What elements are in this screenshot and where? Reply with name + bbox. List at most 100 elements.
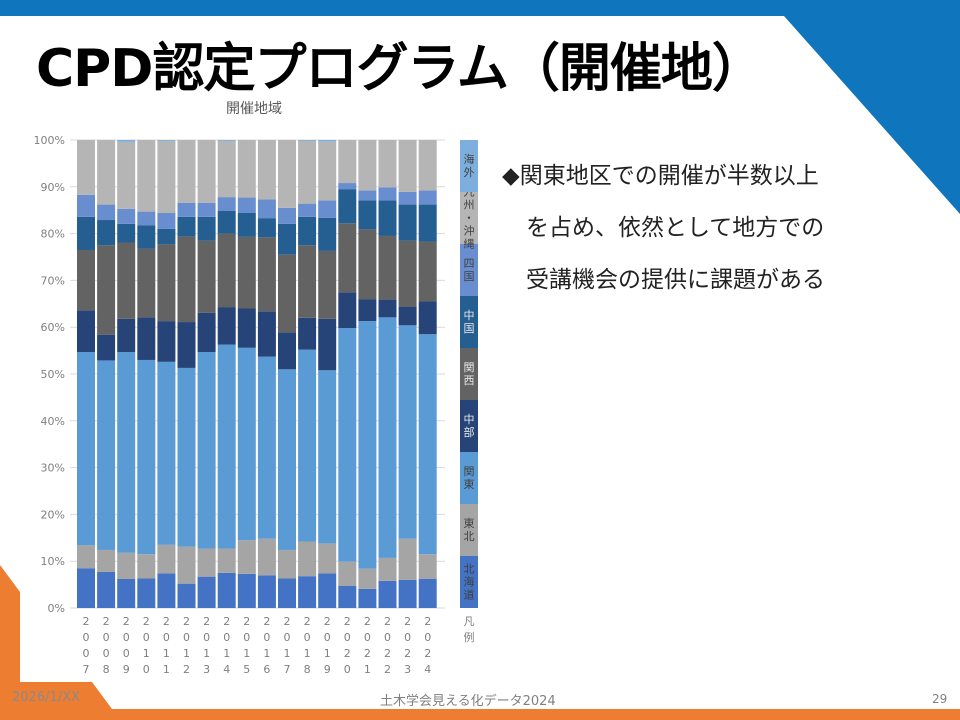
legend-swatch-関東 xyxy=(460,452,478,504)
bar-segment-2021-中部 xyxy=(358,299,377,322)
page-number: 29 xyxy=(932,692,948,706)
bar-segment-2023-四国 xyxy=(398,191,417,205)
bar-segment-2011-関東 xyxy=(157,361,176,545)
bar-segment-2021-北海道 xyxy=(358,588,377,608)
top-bar xyxy=(0,0,960,16)
bar-segment-2019-海外 xyxy=(318,140,337,142)
bar-segment-2011-中部 xyxy=(157,321,176,362)
bullet-line-2: を占め、依然として地方での xyxy=(526,215,825,241)
bar-segment-2008-九州・沖縄 xyxy=(97,140,116,205)
bar-segment-2017-関西 xyxy=(278,254,296,333)
bar-segment-2009-中部 xyxy=(117,318,136,353)
bar-segment-2024-東北 xyxy=(418,554,437,579)
top-right-triangle xyxy=(784,16,960,214)
bar-segment-2007-中国 xyxy=(77,216,95,250)
bar-segment-2010-中国 xyxy=(137,225,156,249)
bar-segment-2018-四国 xyxy=(298,203,317,217)
bar-segment-2008-北海道 xyxy=(97,571,116,608)
bar-segment-2010-中部 xyxy=(137,317,156,360)
bar-segment-2007-中部 xyxy=(77,310,95,353)
bar-segment-2020-中部 xyxy=(338,292,357,329)
bullet-line-3: 受講機会の提供に課題がある xyxy=(526,267,825,293)
bar-segment-2022-九州・沖縄 xyxy=(378,140,397,188)
y-tick-label: 80% xyxy=(41,228,65,241)
bar-segment-2024-中国 xyxy=(418,204,437,242)
bar-segment-2016-中部 xyxy=(257,311,276,357)
legend-title: 凡例 xyxy=(464,615,475,644)
bar-segment-2014-中部 xyxy=(217,307,236,345)
footer-date: 2026/1/XX xyxy=(12,690,80,705)
bar-segment-2019-四国 xyxy=(318,200,337,218)
y-tick-label: 50% xyxy=(41,368,65,381)
bar-segment-2020-四国 xyxy=(338,183,357,190)
bar-segment-2008-中部 xyxy=(97,334,116,361)
legend-label: 関東 xyxy=(464,465,475,491)
bar-segment-2014-東北 xyxy=(217,548,236,573)
bar-segment-2022-関西 xyxy=(378,235,397,300)
bar-segment-2007-九州・沖縄 xyxy=(77,140,95,195)
bar-segment-2007-四国 xyxy=(77,194,95,217)
bar-segment-2023-九州・沖縄 xyxy=(398,140,417,192)
bar-segment-2017-九州・沖縄 xyxy=(278,140,296,208)
bar-segment-2013-九州・沖縄 xyxy=(197,140,216,203)
bar-segment-2008-中国 xyxy=(97,220,116,246)
bar-segment-2007-関西 xyxy=(77,249,95,311)
bar-segment-2023-関東 xyxy=(398,325,417,539)
bar-segment-2020-関東 xyxy=(338,328,357,562)
bar-segment-2019-関西 xyxy=(318,250,337,319)
bar-segment-2015-中国 xyxy=(237,213,256,237)
bar-segment-2014-北海道 xyxy=(217,572,236,608)
bar-segment-2017-四国 xyxy=(278,207,296,224)
bar-segment-2011-関西 xyxy=(157,244,176,322)
bar-segment-2020-関西 xyxy=(338,223,357,293)
bar-segment-2017-関東 xyxy=(278,369,296,550)
legend-label: 中部 xyxy=(464,413,475,439)
bar-segment-2011-北海道 xyxy=(157,573,176,608)
bar-segment-2011-九州・沖縄 xyxy=(157,140,176,214)
y-tick-label: 60% xyxy=(41,321,65,334)
bar-segment-2016-東北 xyxy=(257,538,276,576)
bar-segment-2017-中国 xyxy=(278,223,296,255)
bar-segment-2007-北海道 xyxy=(77,568,95,608)
bar-segment-2014-中国 xyxy=(217,210,236,234)
bar-segment-2012-東北 xyxy=(177,546,196,584)
bar-segment-2024-九州・沖縄 xyxy=(418,140,437,191)
bar-segment-2024-関東 xyxy=(418,334,437,555)
bar-segment-2018-東北 xyxy=(298,541,317,577)
bar-segment-2022-東北 xyxy=(378,557,397,581)
bar-segment-2012-関東 xyxy=(177,367,196,547)
bar-segment-2022-四国 xyxy=(378,187,397,201)
legend-label: 海外 xyxy=(464,152,475,179)
bar-segment-2019-関東 xyxy=(318,370,337,544)
bar-segment-2020-東北 xyxy=(338,561,357,587)
bar-segment-2010-九州・沖縄 xyxy=(137,140,156,212)
bar-segment-2012-九州・沖縄 xyxy=(177,140,196,203)
bar-segment-2014-九州・沖縄 xyxy=(217,140,236,198)
bar-segment-2020-北海道 xyxy=(338,586,357,608)
bar-segment-2013-関西 xyxy=(197,240,216,313)
bar-segment-2007-関東 xyxy=(77,352,95,546)
bar-segment-2021-関東 xyxy=(358,321,377,569)
bar-segment-2020-九州・沖縄 xyxy=(338,140,357,184)
bar-segment-2017-東北 xyxy=(278,549,296,579)
bar-segment-2023-北海道 xyxy=(398,579,417,608)
bar-segment-2021-四国 xyxy=(358,190,377,201)
bar-segment-2010-関西 xyxy=(137,248,156,318)
bar-segment-2022-関東 xyxy=(378,317,397,558)
y-tick-label: 10% xyxy=(41,555,65,568)
bar-segment-2015-九州・沖縄 xyxy=(237,140,256,198)
bar-segment-2010-四国 xyxy=(137,211,156,226)
